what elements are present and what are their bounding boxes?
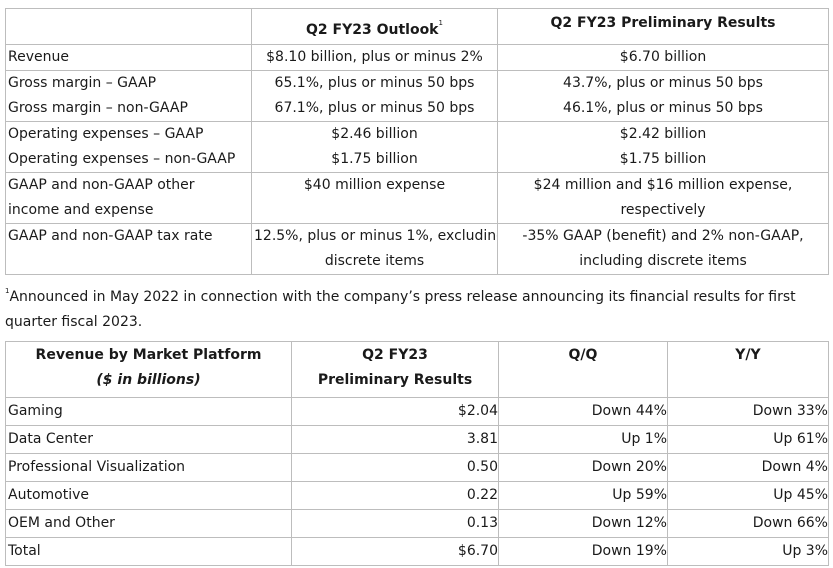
platform-cell-value: 0.22 <box>291 481 499 510</box>
outlook-row-label-line1: GAAP and non-GAAP tax rate <box>8 228 213 244</box>
platform-cell-yy: Down 66% <box>667 509 829 538</box>
outlook-row-results: 43.7%, plus or minus 50 bps 46.1%, plus o… <box>497 70 829 122</box>
outlook-row-results-line1: $6.70 billion <box>619 49 707 65</box>
outlook-row: GAAP and non-GAAP other income and expens… <box>5 172 829 224</box>
platform-row: Total $6.70 Down 19% Up 3% <box>5 537 829 566</box>
outlook-row: Operating expenses – GAAP Operating expen… <box>5 121 829 173</box>
platform-cell-yy: Up 61% <box>667 425 829 454</box>
outlook-header-blank <box>5 8 252 45</box>
outlook-row-results-line2: including discrete items <box>579 253 747 269</box>
outlook-row-outlook-line1: $40 million expense <box>303 177 446 193</box>
outlook-row: Gross margin – GAAP Gross margin – non-GA… <box>5 70 829 122</box>
outlook-row-outlook: $2.46 billion $1.75 billion <box>251 121 498 173</box>
outlook-row-label-line2: income and expense <box>8 202 154 218</box>
platform-header-row: Revenue by Market Platform ($ in billion… <box>5 341 829 398</box>
outlook-row-outlook: 65.1%, plus or minus 50 bps 67.1%, plus o… <box>251 70 498 122</box>
outlook-row-outlook-line1: 65.1%, plus or minus 50 bps <box>274 75 475 91</box>
outlook-row-outlook: $40 million expense <box>251 172 498 224</box>
platform-row: Data Center 3.81 Up 1% Up 61% <box>5 425 829 454</box>
outlook-row-outlook-line2: 67.1%, plus or minus 50 bps <box>274 100 475 116</box>
outlook-row: Revenue $8.10 billion, plus or minus 2% $6… <box>5 44 829 71</box>
outlook-row-outlook-line1: $8.10 billion, plus or minus 2% <box>266 49 483 65</box>
outlook-row-label-line1: GAAP and non-GAAP other <box>8 177 195 193</box>
platform-cell-platform: Data Center <box>5 425 292 454</box>
platform-header-results-line2: Preliminary Results <box>317 372 473 388</box>
outlook-row-outlook-line2: $1.75 billion <box>331 151 418 167</box>
platform-row: Gaming $2.04 Down 44% Down 33% <box>5 397 829 426</box>
platform-header-line1: Revenue by Market Platform <box>35 347 262 363</box>
outlook-header-results: Q2 FY23 Preliminary Results <box>497 8 829 45</box>
platform-cell-qq: Up 59% <box>498 481 668 510</box>
outlook-row-results-line1: $2.42 billion <box>619 126 707 142</box>
platform-cell-platform: Total <box>5 537 292 566</box>
outlook-header-outlook-label: Q2 FY23 Outlook <box>306 22 439 38</box>
platform-header-results-line1: Q2 FY23 <box>362 347 428 363</box>
outlook-row-label: Revenue <box>5 44 252 71</box>
outlook-row-results-line2: 46.1%, plus or minus 50 bps <box>563 100 763 116</box>
platform-cell-yy: Down 4% <box>667 453 829 482</box>
outlook-row-label: Gross margin – GAAP Gross margin – non-GA… <box>5 70 252 122</box>
outlook-row-outlook: $8.10 billion, plus or minus 2% <box>251 44 498 71</box>
platform-header-platform: Revenue by Market Platform ($ in billion… <box>5 341 292 398</box>
outlook-row-results-line1: -35% GAAP (benefit) and 2% non-GAAP, <box>522 228 804 244</box>
platform-cell-value: $2.04 <box>291 397 499 426</box>
outlook-row-results: $6.70 billion <box>497 44 829 71</box>
platform-cell-platform: Gaming <box>5 397 292 426</box>
platform-header-yy: Y/Y <box>667 341 829 398</box>
platform-row: Automotive 0.22 Up 59% Up 45% <box>5 481 829 510</box>
platform-cell-value: 0.50 <box>291 453 499 482</box>
platform-header-qq: Q/Q <box>498 341 668 398</box>
outlook-row-outlook-line2: discrete items <box>324 253 425 269</box>
platform-cell-qq: Down 12% <box>498 509 668 538</box>
platform-row: OEM and Other 0.13 Down 12% Down 66% <box>5 509 829 538</box>
outlook-row-label-line1: Operating expenses – GAAP <box>8 126 204 142</box>
outlook-row-label: Operating expenses – GAAP Operating expen… <box>5 121 252 173</box>
platform-cell-qq: Up 1% <box>498 425 668 454</box>
outlook-row-outlook-line1: $2.46 billion <box>331 126 418 142</box>
platform-header-units: ($ in billions) <box>96 372 201 388</box>
platform-cell-qq: Down 44% <box>498 397 668 426</box>
outlook-row-results-line1: $24 million and $16 million expense, <box>533 177 793 193</box>
footnote-text-line2: quarter fiscal 2023. <box>5 314 143 330</box>
platform-cell-yy: Up 3% <box>667 537 829 566</box>
outlook-row-outlook: 12.5%, plus or minus 1%, excluding discre… <box>251 223 498 275</box>
footnote-text-line1: Announced in May 2022 in connection with… <box>9 289 796 305</box>
platform-cell-value: $6.70 <box>291 537 499 566</box>
platform-cell-platform: Professional Visualization <box>5 453 292 482</box>
platform-cell-yy: Down 33% <box>667 397 829 426</box>
footnote: 1Announced in May 2022 in connection wit… <box>5 279 825 335</box>
platform-cell-yy: Up 45% <box>667 481 829 510</box>
outlook-row-label: GAAP and non-GAAP tax rate <box>5 223 252 275</box>
platform-row: Professional Visualization 0.50 Down 20% Do… <box>5 453 829 482</box>
outlook-row-label-line1: Gross margin – GAAP <box>8 75 157 91</box>
outlook-row-label: GAAP and non-GAAP other income and expens… <box>5 172 252 224</box>
outlook-row-results: $24 million and $16 million expense, resp… <box>497 172 829 224</box>
platform-cell-platform: Automotive <box>5 481 292 510</box>
platform-cell-platform: OEM and Other <box>5 509 292 538</box>
footnote-mark: 1 <box>5 287 10 295</box>
platform-cell-qq: Down 19% <box>498 537 668 566</box>
outlook-row-results: $2.42 billion $1.75 billion <box>497 121 829 173</box>
outlook-row-results: -35% GAAP (benefit) and 2% non-GAAP, incl… <box>497 223 829 275</box>
platform-cell-qq: Down 20% <box>498 453 668 482</box>
platform-header-results: Q2 FY23 Preliminary Results <box>291 341 499 398</box>
outlook-row-results-line2: $1.75 billion <box>619 151 707 167</box>
outlook-row: GAAP and non-GAAP tax rate 12.5%, plus or… <box>5 223 829 275</box>
footnote-mark: 1 <box>438 19 443 27</box>
outlook-header-outlook: Q2 FY23 Outlook1 <box>251 8 498 45</box>
platform-revenue-table: Revenue by Market Platform ($ in billion… <box>5 341 829 566</box>
outlook-row-outlook-line1: 12.5%, plus or minus 1%, excluding <box>254 228 498 244</box>
outlook-header-row: Q2 FY23 Outlook1 Q2 FY23 Preliminary Res… <box>5 8 829 45</box>
platform-cell-value: 3.81 <box>291 425 499 454</box>
outlook-row-label-line2: Gross margin – non-GAAP <box>8 100 188 116</box>
outlook-row-label-line2: Operating expenses – non-GAAP <box>8 151 236 167</box>
outlook-table: Q2 FY23 Outlook1 Q2 FY23 Preliminary Res… <box>5 8 829 275</box>
outlook-row-results-line1: 43.7%, plus or minus 50 bps <box>563 75 763 91</box>
platform-cell-value: 0.13 <box>291 509 499 538</box>
outlook-row-results-line2: respectively <box>620 202 706 218</box>
outlook-row-label-line1: Revenue <box>8 49 69 65</box>
